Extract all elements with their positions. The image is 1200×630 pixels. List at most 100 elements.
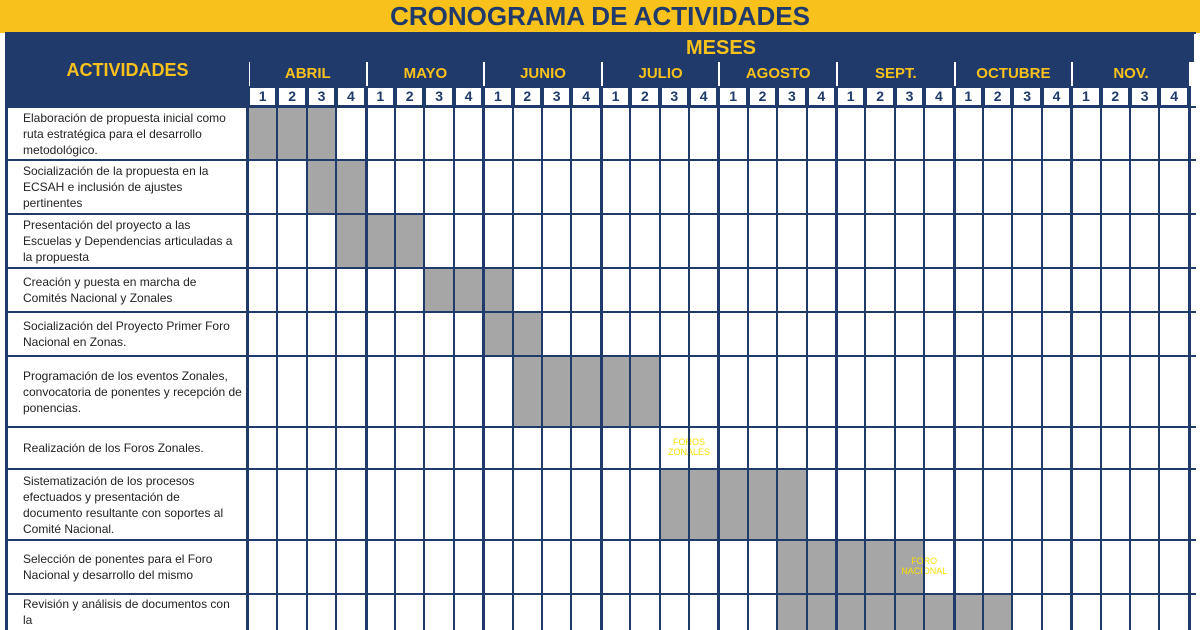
week-number-cell: 1 bbox=[600, 86, 631, 107]
grid-line bbox=[5, 32, 1196, 34]
grid-line bbox=[335, 86, 338, 630]
shaded-week-cell bbox=[512, 312, 542, 356]
grid-line bbox=[541, 86, 543, 630]
week-number: 4 bbox=[926, 88, 952, 105]
week-number-cell: 1 bbox=[953, 86, 983, 107]
shaded-week-cell bbox=[806, 540, 836, 594]
shaded-week-cell bbox=[336, 160, 366, 214]
grid-line bbox=[423, 86, 426, 630]
shaded-week-cell bbox=[836, 594, 866, 630]
week-number: 2 bbox=[397, 88, 423, 105]
week-number-cell: 3 bbox=[777, 86, 807, 107]
week-number-cell: 4 bbox=[1041, 86, 1072, 107]
week-number-cell: 4 bbox=[689, 86, 719, 107]
grid-line bbox=[893, 86, 896, 630]
week-number: 4 bbox=[1161, 88, 1187, 105]
grid-line bbox=[5, 159, 1196, 161]
week-number: 4 bbox=[808, 88, 834, 105]
shaded-week-cell bbox=[983, 594, 1013, 630]
week-number: 1 bbox=[602, 88, 629, 105]
shaded-week-cell bbox=[365, 214, 395, 268]
shaded-week-cell bbox=[630, 356, 660, 427]
grid-line bbox=[276, 86, 279, 630]
grid-line bbox=[5, 34, 8, 630]
week-number: 1 bbox=[250, 88, 276, 105]
shaded-week-cell bbox=[836, 540, 866, 594]
month-header: SEPT. bbox=[836, 62, 954, 86]
grid-line bbox=[805, 86, 808, 630]
week-number: 4 bbox=[691, 88, 717, 105]
activity-label: Creación y puesta en marcha de Comités N… bbox=[7, 268, 248, 312]
activity-label: Socialización del Proyecto Primer Foro N… bbox=[7, 312, 248, 356]
shaded-week-cell bbox=[395, 214, 425, 268]
activity-label: Elaboración de propuesta inicial como ru… bbox=[7, 107, 248, 160]
shaded-week-cell bbox=[277, 107, 307, 160]
grid-line bbox=[364, 86, 368, 630]
shaded-week-cell bbox=[512, 356, 542, 427]
shaded-week-cell bbox=[865, 540, 895, 594]
grid-line bbox=[688, 86, 690, 630]
week-number-cell: 2 bbox=[277, 86, 307, 107]
week-number-cell: 2 bbox=[747, 86, 778, 107]
week-number-cell: 2 bbox=[983, 86, 1013, 107]
shaded-week-cell bbox=[777, 594, 807, 630]
week-number: 4 bbox=[455, 88, 482, 105]
week-number: 4 bbox=[573, 88, 599, 105]
week-number: 2 bbox=[514, 88, 540, 105]
week-number: 2 bbox=[632, 88, 658, 105]
week-number-cell: 4 bbox=[924, 86, 954, 107]
week-number: 1 bbox=[1073, 88, 1099, 105]
shaded-week-cell bbox=[248, 107, 278, 160]
week-number: 3 bbox=[1014, 88, 1040, 105]
shaded-week-cell bbox=[777, 540, 807, 594]
grid-line bbox=[482, 86, 486, 630]
week-number-cell: 4 bbox=[806, 86, 836, 107]
week-number-cell: 3 bbox=[424, 86, 454, 107]
grid-line bbox=[658, 86, 661, 630]
grid-line bbox=[5, 426, 1196, 428]
shaded-week-cell bbox=[600, 356, 631, 427]
week-number-cell: 1 bbox=[483, 86, 513, 107]
week-number-cell: 3 bbox=[542, 86, 572, 107]
week-number-cell: 1 bbox=[248, 86, 278, 107]
week-number-cell: 4 bbox=[1159, 86, 1189, 107]
shaded-week-cell bbox=[306, 160, 337, 214]
shaded-week-cell bbox=[542, 356, 572, 427]
grid-line bbox=[305, 86, 308, 630]
week-number-cell: 3 bbox=[1130, 86, 1160, 107]
shaded-week-cell bbox=[306, 107, 337, 160]
shaded-week-cell bbox=[483, 268, 513, 312]
week-number-cell: 1 bbox=[718, 86, 748, 107]
shaded-week-cell bbox=[453, 268, 484, 312]
activity-label: Socialización de la propuesta en la ECSA… bbox=[7, 160, 248, 214]
grid-line bbox=[1129, 86, 1131, 630]
week-number: 2 bbox=[749, 88, 776, 105]
grid-line bbox=[1070, 86, 1074, 630]
months-header: MESES bbox=[248, 34, 1194, 62]
grid-line bbox=[1040, 86, 1043, 630]
shaded-week-cell bbox=[865, 594, 895, 630]
week-number: 3 bbox=[426, 88, 452, 105]
grid-line bbox=[717, 86, 721, 630]
grid-line bbox=[1158, 86, 1161, 630]
activity-label: Programación de los eventos Zonales, con… bbox=[7, 356, 248, 427]
grid-line bbox=[5, 355, 1196, 357]
grid-line bbox=[5, 593, 1196, 595]
grid-line bbox=[746, 86, 749, 630]
activity-label: Revisión y análisis de documentos con la bbox=[7, 594, 248, 630]
week-number: 3 bbox=[308, 88, 335, 105]
activity-label: Realización de los Foros Zonales. bbox=[7, 427, 248, 469]
week-number-cell: 3 bbox=[894, 86, 925, 107]
grid-line bbox=[599, 86, 603, 630]
shaded-week-cell bbox=[689, 469, 719, 540]
week-number: 3 bbox=[896, 88, 923, 105]
shaded-week-cell bbox=[571, 356, 601, 427]
week-number: 3 bbox=[661, 88, 687, 105]
shaded-week-cell bbox=[953, 594, 983, 630]
activity-label: Sistematización de los procesos efectuad… bbox=[7, 469, 248, 540]
week-number-cell: 2 bbox=[512, 86, 542, 107]
grid-line bbox=[394, 86, 396, 630]
month-header: JULIO bbox=[600, 62, 719, 86]
shaded-week-cell bbox=[424, 268, 454, 312]
grid-line bbox=[5, 213, 1196, 215]
